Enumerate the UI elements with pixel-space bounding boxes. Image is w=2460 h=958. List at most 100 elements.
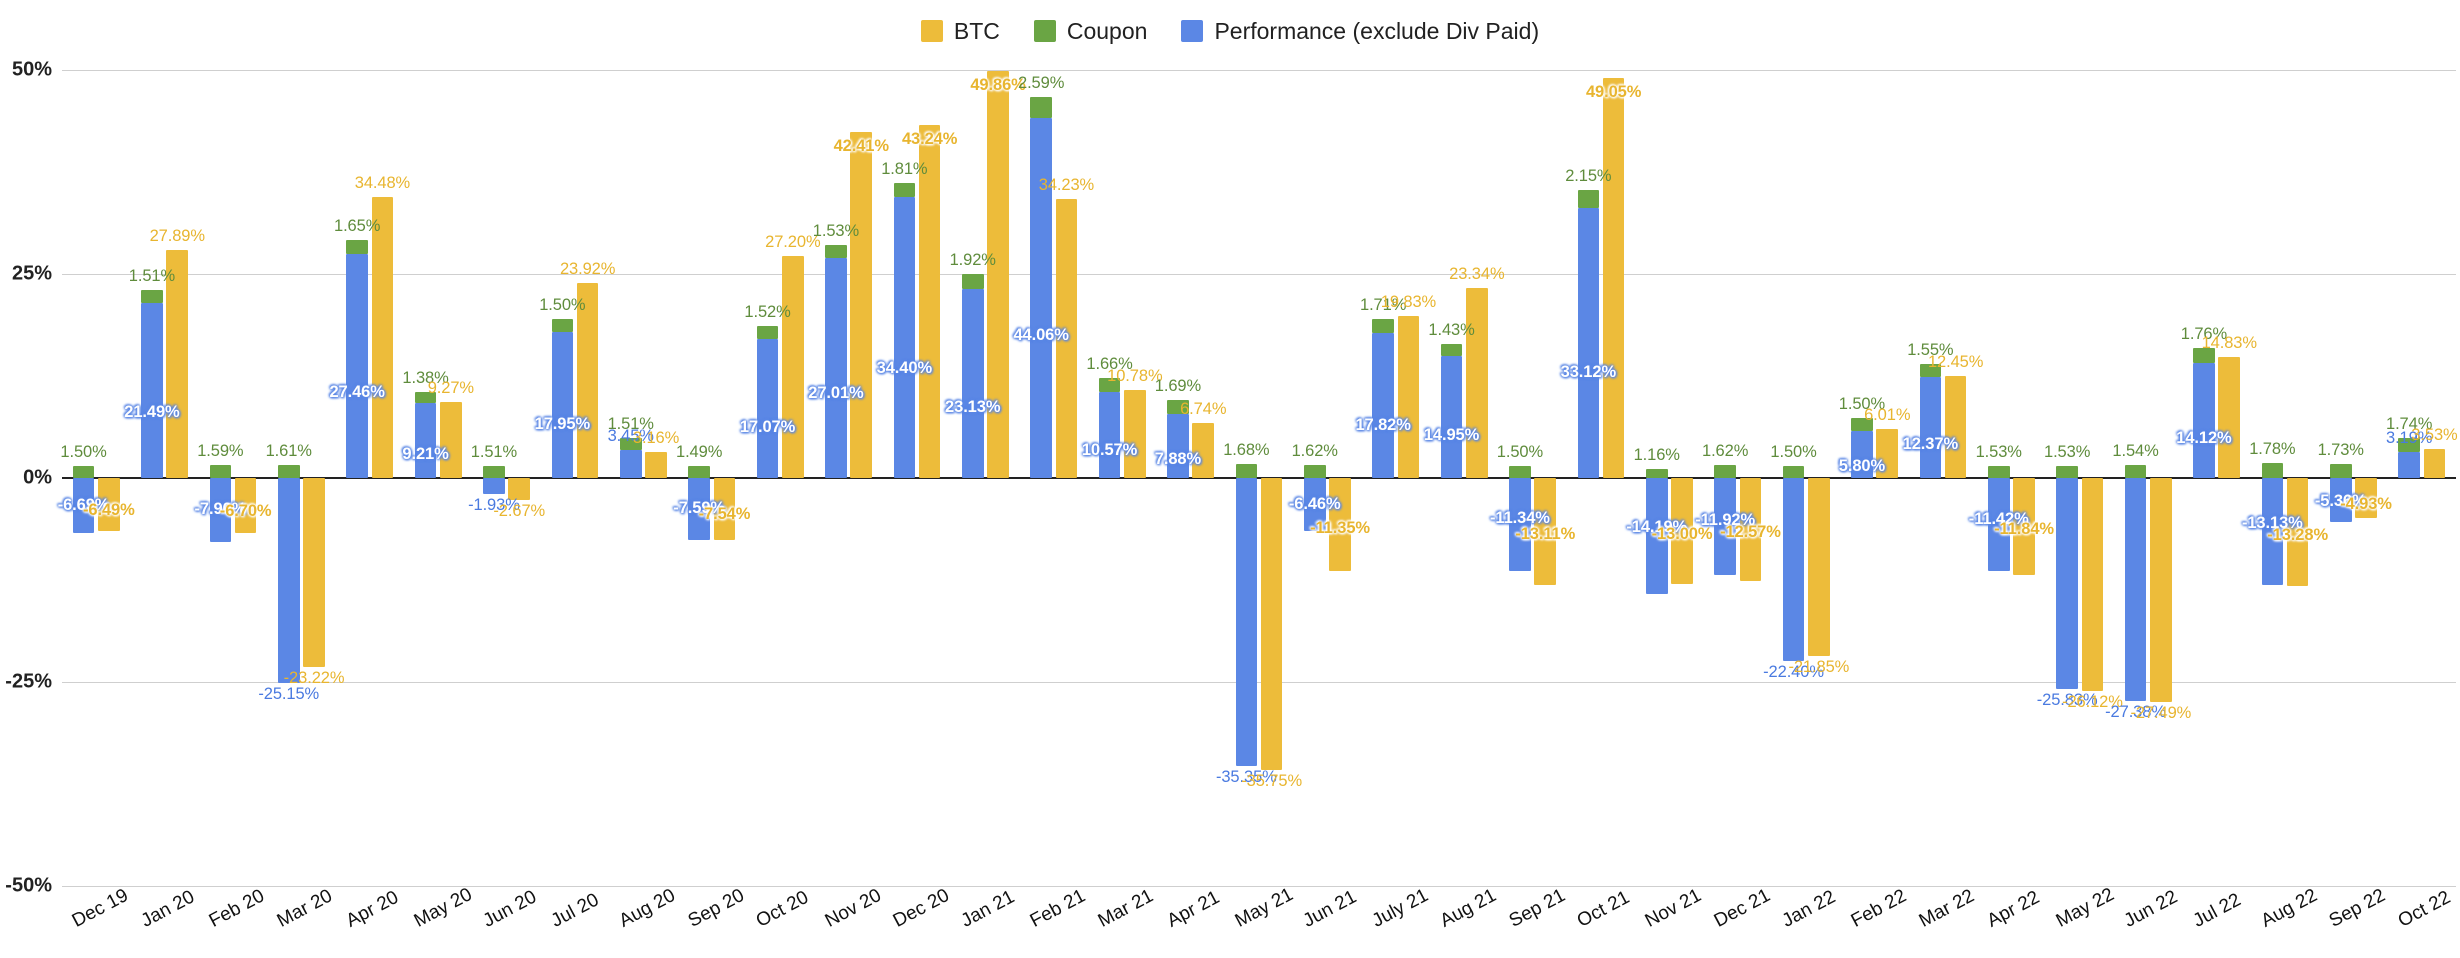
performance-bar[interactable]	[1303, 478, 1326, 531]
performance-bar[interactable]	[1782, 478, 1805, 661]
btc-bar[interactable]	[1466, 287, 1488, 478]
btc-bar[interactable]	[1124, 390, 1146, 478]
coupon-bar[interactable]	[141, 290, 163, 303]
btc-bar[interactable]	[1876, 428, 1898, 478]
performance-bar[interactable]	[1098, 391, 1121, 478]
coupon-bar[interactable]	[893, 182, 916, 198]
coupon-bar[interactable]	[1919, 364, 1942, 378]
performance-bar[interactable]	[2193, 362, 2215, 478]
btc-bar[interactable]	[782, 256, 804, 478]
btc-bar[interactable]	[918, 125, 941, 478]
performance-bar[interactable]	[346, 253, 368, 478]
performance-bar[interactable]	[483, 478, 505, 494]
coupon-bar[interactable]	[825, 245, 847, 258]
btc-bar[interactable]	[1671, 478, 1693, 585]
btc-bar[interactable]	[1397, 316, 1420, 478]
btc-bar[interactable]	[2423, 449, 2446, 478]
btc-bar[interactable]	[576, 282, 599, 478]
coupon-bar[interactable]	[346, 240, 368, 254]
coupon-bar[interactable]	[2398, 437, 2420, 452]
coupon-bar[interactable]	[414, 391, 437, 403]
performance-bar[interactable]	[1919, 377, 1942, 478]
btc-bar[interactable]	[713, 478, 736, 540]
performance-bar[interactable]	[825, 257, 847, 478]
btc-bar[interactable]	[2150, 478, 2172, 703]
performance-bar[interactable]	[2261, 478, 2284, 586]
coupon-bar[interactable]	[1782, 465, 1805, 478]
performance-bar[interactable]	[1714, 478, 1736, 576]
btc-bar[interactable]	[371, 196, 394, 478]
performance-bar[interactable]	[2398, 451, 2420, 478]
performance-bar[interactable]	[277, 478, 300, 684]
btc-bar[interactable]	[1055, 198, 1078, 478]
btc-bar[interactable]	[1329, 478, 1351, 571]
coupon-bar[interactable]	[483, 465, 505, 478]
coupon-bar[interactable]	[1372, 318, 1394, 333]
btc-bar[interactable]	[645, 452, 667, 478]
coupon-bar[interactable]	[756, 326, 779, 339]
btc-bar[interactable]	[1808, 478, 1830, 657]
coupon-bar[interactable]	[1645, 468, 1668, 478]
btc-bar[interactable]	[303, 478, 325, 668]
performance-bar[interactable]	[2056, 478, 2078, 689]
coupon-bar[interactable]	[72, 465, 95, 478]
coupon-bar[interactable]	[2193, 348, 2215, 363]
btc-bar[interactable]	[1260, 478, 1283, 770]
coupon-bar[interactable]	[551, 319, 574, 332]
coupon-bar[interactable]	[209, 465, 232, 478]
btc-bar[interactable]	[1944, 376, 1967, 478]
performance-bar[interactable]	[1440, 356, 1463, 478]
legend-item-coupon[interactable]: Coupon	[1033, 19, 1147, 43]
performance-bar[interactable]	[551, 331, 574, 478]
btc-bar[interactable]	[850, 131, 872, 478]
performance-bar[interactable]	[141, 302, 163, 478]
performance-bar[interactable]	[1030, 118, 1052, 478]
btc-bar[interactable]	[2081, 478, 2104, 692]
coupon-bar[interactable]	[1440, 344, 1463, 356]
performance-bar[interactable]	[1987, 478, 2010, 572]
performance-bar[interactable]	[72, 478, 95, 533]
performance-bar[interactable]	[1372, 332, 1394, 478]
btc-bar[interactable]	[2286, 478, 2309, 587]
coupon-bar[interactable]	[1167, 399, 1189, 414]
btc-bar[interactable]	[234, 478, 257, 533]
performance-bar[interactable]	[961, 289, 984, 478]
coupon-bar[interactable]	[961, 273, 984, 290]
performance-bar[interactable]	[1851, 430, 1873, 478]
btc-bar[interactable]	[1602, 77, 1625, 478]
coupon-bar[interactable]	[1714, 464, 1736, 478]
legend-item-performance[interactable]: Performance (exclude Div Paid)	[1181, 19, 1539, 43]
performance-bar[interactable]	[1645, 478, 1668, 594]
legend-item-btc[interactable]: BTC	[920, 19, 1000, 43]
btc-bar[interactable]	[166, 250, 188, 478]
btc-bar[interactable]	[2218, 356, 2240, 478]
coupon-bar[interactable]	[619, 437, 642, 450]
coupon-bar[interactable]	[2261, 463, 2284, 478]
performance-bar[interactable]	[1235, 478, 1258, 767]
btc-bar[interactable]	[2013, 478, 2035, 575]
performance-bar[interactable]	[1509, 478, 1531, 571]
btc-bar[interactable]	[508, 478, 530, 500]
btc-bar[interactable]	[98, 478, 120, 531]
coupon-bar[interactable]	[1509, 465, 1531, 478]
performance-bar[interactable]	[209, 478, 232, 543]
performance-bar[interactable]	[414, 402, 437, 478]
performance-bar[interactable]	[2124, 478, 2147, 702]
btc-bar[interactable]	[440, 402, 462, 478]
coupon-bar[interactable]	[1235, 464, 1258, 478]
coupon-bar[interactable]	[2056, 465, 2078, 478]
performance-bar[interactable]	[1577, 207, 1600, 478]
coupon-bar[interactable]	[1577, 190, 1600, 208]
performance-bar[interactable]	[756, 338, 779, 478]
btc-bar[interactable]	[1739, 478, 1762, 581]
coupon-bar[interactable]	[1303, 464, 1326, 478]
coupon-bar[interactable]	[1030, 97, 1052, 119]
coupon-bar[interactable]	[1851, 418, 1873, 431]
coupon-bar[interactable]	[1098, 378, 1121, 392]
performance-bar[interactable]	[893, 197, 916, 478]
performance-bar[interactable]	[619, 449, 642, 478]
performance-bar[interactable]	[2329, 478, 2352, 522]
coupon-bar[interactable]	[277, 464, 300, 478]
performance-bar[interactable]	[1167, 413, 1189, 478]
btc-bar[interactable]	[1192, 423, 1214, 478]
